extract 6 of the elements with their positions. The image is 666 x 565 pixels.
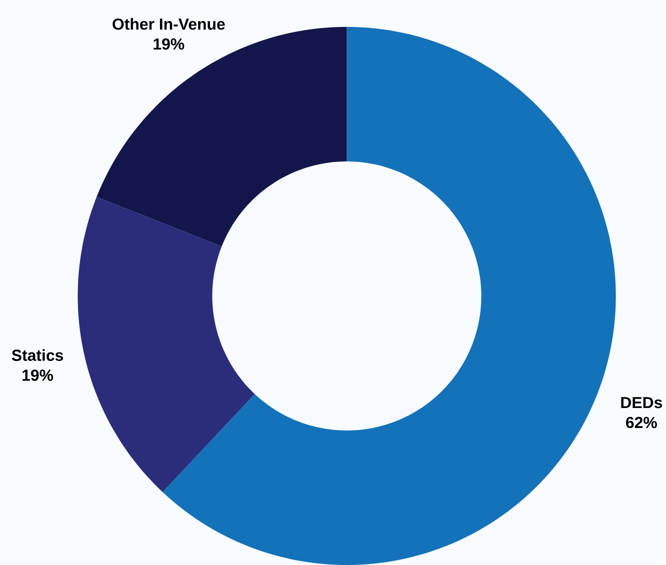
- data-label: 19%: [22, 370, 54, 381]
- slice-label: Statics: [12, 349, 64, 361]
- data-label: 62%: [626, 416, 657, 428]
- slice-label: DEDs: [621, 397, 662, 408]
- data-label: 19%: [154, 38, 184, 50]
- slice-label: Other In-Venue: [112, 18, 225, 30]
